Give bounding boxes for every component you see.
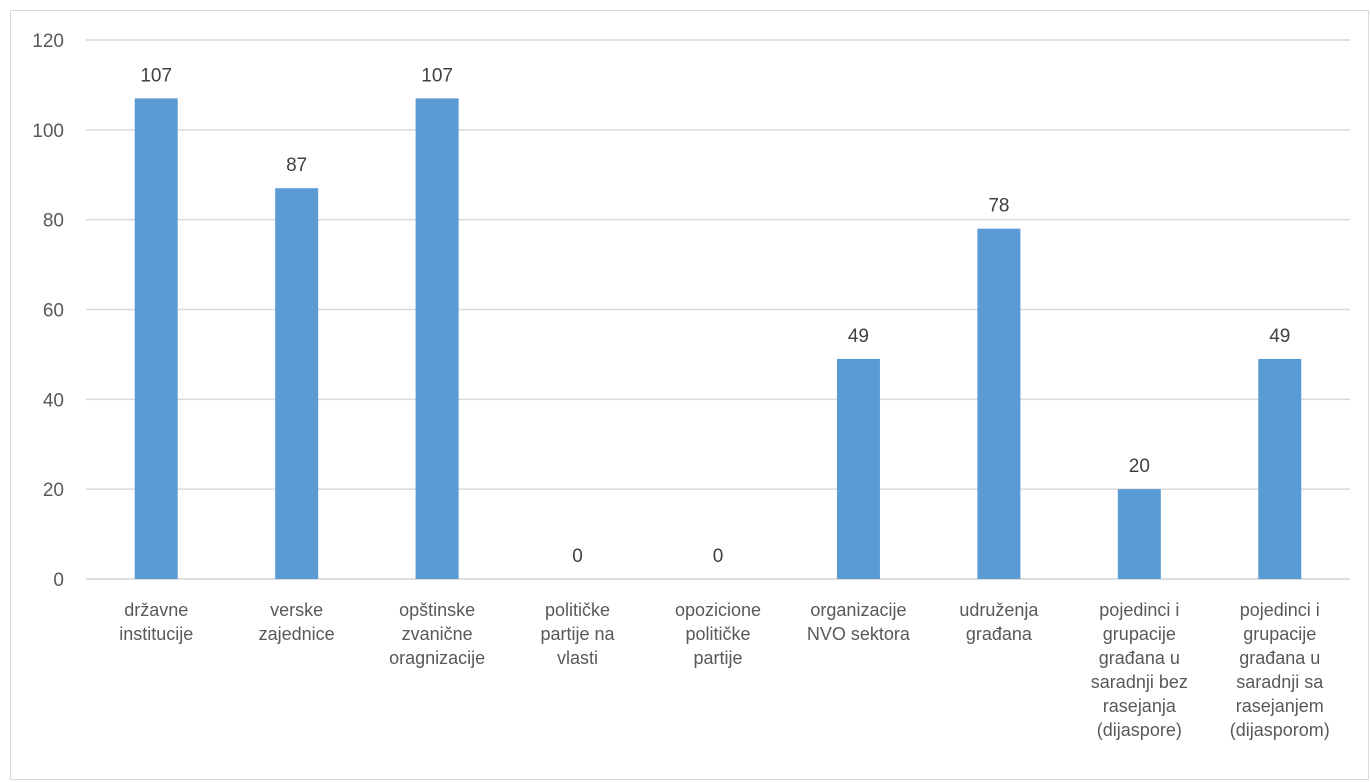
- category-label-line: zvanične: [402, 624, 473, 644]
- bar: [977, 228, 1021, 579]
- y-tick-label: 0: [53, 570, 64, 591]
- category-label-line: verske: [270, 600, 323, 620]
- bar: [1258, 358, 1302, 579]
- data-label: 87: [286, 155, 307, 176]
- category-label-line: grupacije: [1103, 624, 1176, 644]
- category-label-line: zajednice: [259, 624, 335, 644]
- category-label-line: grupacije: [1243, 624, 1316, 644]
- category-label-line: udruženja: [959, 600, 1039, 620]
- chart-frame: [10, 10, 1369, 780]
- data-label: 0: [713, 546, 724, 567]
- category-label-line: (dijasporom): [1230, 720, 1330, 740]
- category-label-line: saradnji sa: [1236, 672, 1324, 692]
- category-label: udruženja građana: [959, 600, 1039, 644]
- category-label-line: institucije: [119, 624, 193, 644]
- category-label-line: organizacije: [810, 600, 906, 620]
- bar: [134, 98, 178, 580]
- category-label-line: saradnji bez: [1091, 672, 1188, 692]
- category-label: pojedinci i grupacije građana u saradnji be…: [1091, 600, 1188, 740]
- category-labels: državne institucije verske zajednice opštins…: [119, 600, 1330, 740]
- category-label-line: opozicione: [675, 600, 761, 620]
- category-label-line: rasejanjem: [1236, 696, 1324, 716]
- category-label: državne institucije: [119, 600, 193, 644]
- bar: [1117, 489, 1161, 579]
- y-axis-ticks: 0 20 40 60 80 100 120: [32, 31, 64, 591]
- bars: [134, 98, 1302, 580]
- data-labels: 107 87 107 0 0 49 78 20 49: [140, 65, 1290, 567]
- category-label-line: građana: [966, 624, 1033, 644]
- category-label-line: oragnizacije: [389, 648, 485, 668]
- bar: [415, 98, 459, 580]
- category-label-line: građana u: [1239, 648, 1320, 668]
- category-label: organizacije NVO sektora: [807, 600, 911, 644]
- category-label: opštinske zvanične oragnizacije: [389, 600, 485, 668]
- category-label-line: građana u: [1099, 648, 1180, 668]
- category-label: verske zajednice: [259, 600, 335, 644]
- category-label-line: NVO sektora: [807, 624, 911, 644]
- category-label-line: (dijaspore): [1097, 720, 1182, 740]
- y-tick-label: 40: [43, 390, 64, 411]
- y-tick-label: 80: [43, 211, 64, 232]
- y-tick-label: 100: [32, 121, 64, 142]
- data-label: 107: [421, 65, 453, 86]
- category-label: opozicione političke partije: [675, 600, 761, 668]
- bar: [275, 188, 319, 579]
- category-label-line: partije na: [541, 624, 616, 644]
- category-label-line: vlasti: [557, 648, 598, 668]
- category-label-line: partije: [693, 648, 742, 668]
- category-label-line: pojedinci i: [1099, 600, 1179, 620]
- data-label: 0: [572, 546, 583, 567]
- data-label: 49: [1269, 326, 1290, 347]
- category-label-line: političke: [545, 600, 610, 620]
- data-label: 107: [140, 65, 172, 86]
- category-label-line: političke: [685, 624, 750, 644]
- category-label-line: pojedinci i: [1240, 600, 1320, 620]
- category-label-line: rasejanja: [1103, 696, 1177, 716]
- y-tick-label: 120: [32, 31, 64, 52]
- data-label: 49: [848, 326, 869, 347]
- category-label-line: opštinske: [399, 600, 475, 620]
- y-tick-label: 20: [43, 480, 64, 501]
- data-label: 78: [988, 196, 1009, 217]
- category-label-line: državne: [124, 600, 188, 620]
- category-label: pojedinci i grupacije građana u saradnji sa…: [1230, 600, 1330, 740]
- category-label: političke partije na vlasti: [541, 600, 616, 668]
- bar: [836, 358, 880, 579]
- data-label: 20: [1129, 456, 1150, 477]
- y-tick-label: 60: [43, 301, 64, 322]
